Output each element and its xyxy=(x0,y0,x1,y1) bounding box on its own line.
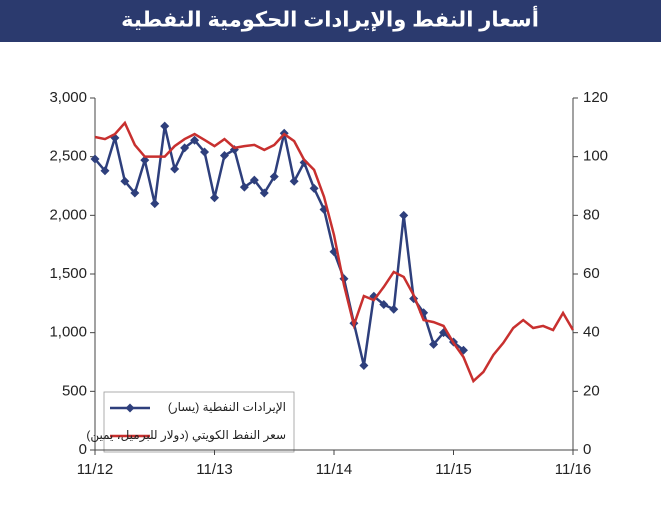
point xyxy=(210,193,219,203)
x-tick-label: 11/12 xyxy=(77,461,113,478)
point xyxy=(359,361,369,371)
legend-label: سعر النفط الكويتي (دولار للبرميل، يمين) xyxy=(86,428,286,443)
point xyxy=(180,143,190,153)
point xyxy=(239,182,249,192)
point xyxy=(269,172,279,182)
y2-tick-label: 60 xyxy=(583,265,600,282)
legend-label: الإيرادات النفطية (يسار) xyxy=(168,400,286,415)
point xyxy=(170,164,180,174)
point xyxy=(130,188,140,198)
y-tick-label: 0 xyxy=(79,441,87,458)
y-tick-label: 3,000 xyxy=(49,89,87,106)
legend-box xyxy=(103,391,295,453)
point xyxy=(200,147,210,157)
y2-tick-label: 0 xyxy=(583,441,591,458)
y2-tick-label: 40 xyxy=(583,324,600,341)
y2-tick-label: 80 xyxy=(583,206,600,223)
point xyxy=(249,175,259,185)
point xyxy=(429,339,439,349)
series-line xyxy=(94,125,465,366)
point xyxy=(379,300,389,310)
x-tick-label: 11/15 xyxy=(435,461,471,478)
y-tick-label: 2,500 xyxy=(49,148,87,165)
point xyxy=(259,188,269,198)
series-line xyxy=(94,120,575,384)
point xyxy=(289,176,299,186)
x-tick-label: 11/16 xyxy=(555,461,591,478)
point xyxy=(309,183,319,193)
x-tick-label: 11/13 xyxy=(196,461,232,478)
y-tick-label: 1,000 xyxy=(49,324,87,341)
point xyxy=(389,304,399,314)
point xyxy=(160,121,170,131)
y2-tick-label: 120 xyxy=(583,89,608,106)
point xyxy=(90,154,100,164)
y-tick-label: 1,500 xyxy=(49,265,87,282)
x-tick-label: 11/14 xyxy=(316,461,352,478)
point xyxy=(150,199,160,209)
point xyxy=(140,155,150,165)
point xyxy=(120,176,130,186)
title-bar xyxy=(0,0,661,42)
chart-title: أسعار النفط والإيرادات الحكومية النفطية xyxy=(121,5,539,32)
y-tick-label: 500 xyxy=(62,382,87,399)
y2-tick-label: 20 xyxy=(583,382,600,399)
point xyxy=(399,210,409,220)
y2-tick-label: 100 xyxy=(583,148,608,165)
point xyxy=(219,150,229,160)
point xyxy=(299,158,309,168)
point xyxy=(100,166,110,176)
point xyxy=(190,135,200,145)
legend-marker xyxy=(125,403,135,413)
y-tick-label: 2,000 xyxy=(49,206,87,223)
